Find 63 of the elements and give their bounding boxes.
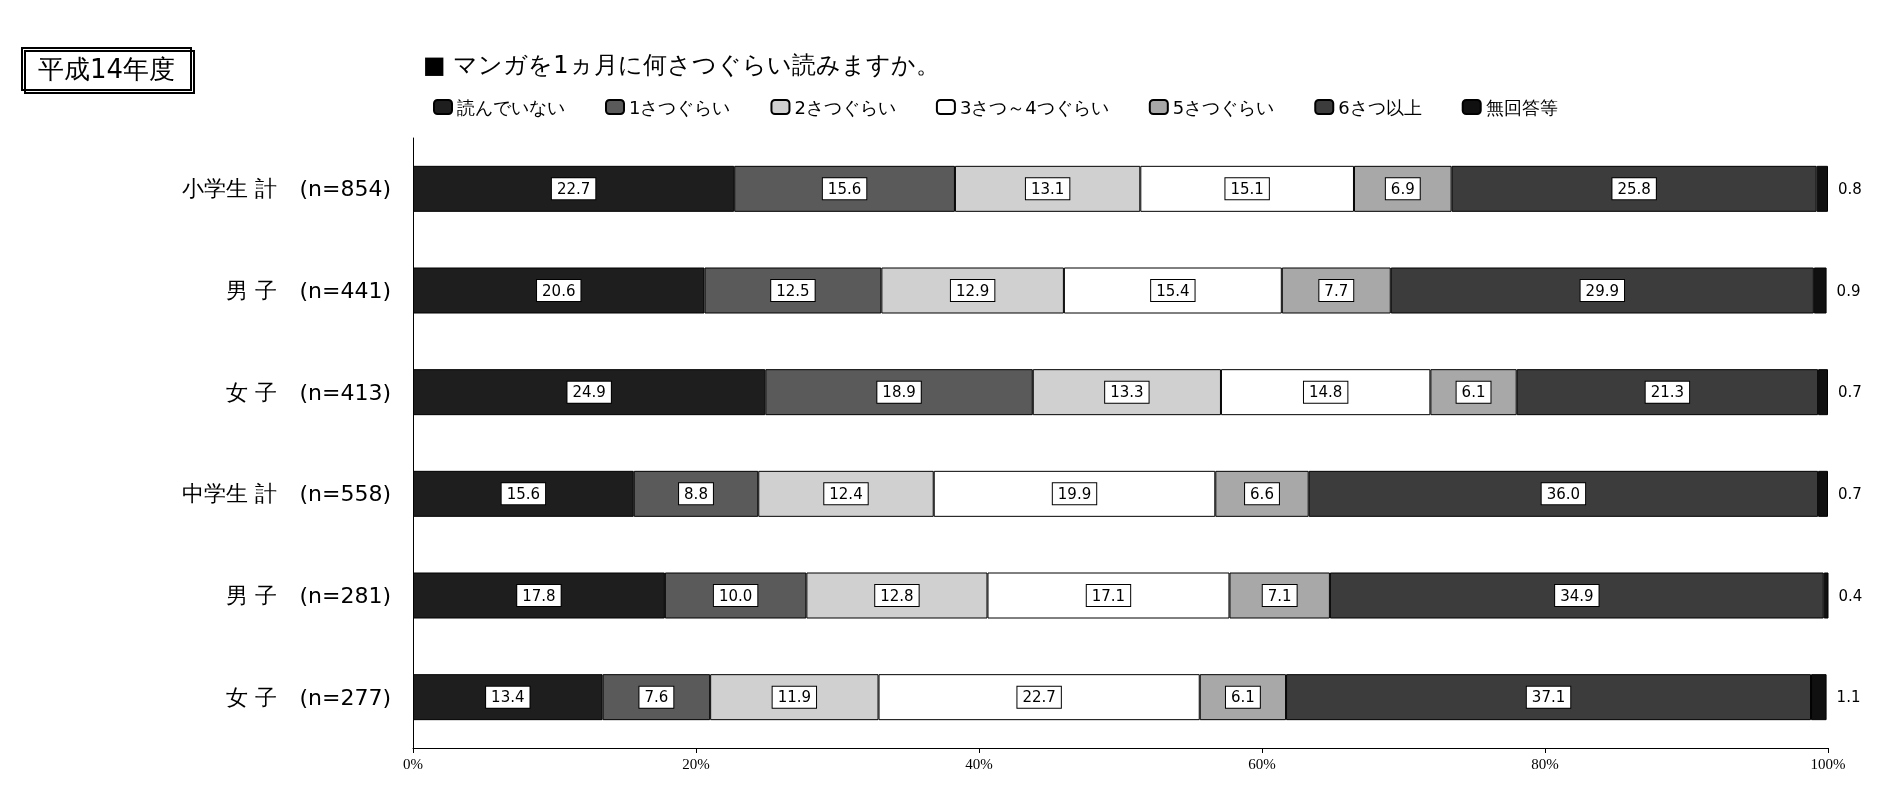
data-label: 12.5	[776, 281, 810, 300]
data-label: 19.9	[1057, 484, 1092, 503]
x-tick-label: 80%	[1531, 755, 1559, 772]
data-label: 20.6	[542, 281, 576, 300]
data-label: 7.7	[1324, 281, 1349, 300]
data-label: 6.6	[1250, 484, 1274, 503]
legend-label: 6さつ以上	[1338, 96, 1422, 118]
chart-subtitle: ■ マンガを1ヵ月に何さつぐらい読みますか。	[423, 51, 940, 79]
x-tick-label: 60%	[1248, 755, 1276, 772]
data-label: 14.8	[1308, 383, 1343, 402]
legend-label: 3さつ～4つぐらい	[959, 96, 1109, 118]
data-label: 13.1	[1030, 179, 1065, 198]
data-label: 17.8	[522, 586, 556, 605]
data-label: 0.9	[1836, 281, 1861, 300]
data-label: 0.7	[1838, 383, 1862, 402]
x-tick-label: 0%	[403, 755, 423, 772]
data-label: 12.4	[829, 484, 863, 503]
y-tick-label: 男 子 (n=281)	[226, 583, 391, 608]
data-label: 6.1	[1461, 383, 1486, 402]
data-label: 13.4	[491, 688, 525, 707]
data-label: 15.4	[1156, 281, 1190, 300]
x-tick-label: 100%	[1810, 755, 1846, 772]
data-label: 7.6	[644, 688, 669, 707]
data-label: 24.9	[572, 383, 606, 402]
y-tick-label: 中学生 計 (n=558)	[182, 481, 391, 507]
y-tick-label: 男 子 (n=441)	[226, 278, 391, 303]
data-label: 13.3	[1110, 383, 1144, 402]
data-label: 12.9	[955, 281, 990, 300]
text: 平成14年度	[38, 54, 176, 84]
data-label: 10.0	[718, 586, 753, 605]
data-label: 15.6	[827, 179, 862, 198]
data-label: 7.1	[1267, 586, 1292, 605]
data-label: 18.9	[882, 383, 916, 402]
x-tick-label: 40%	[965, 755, 993, 772]
legend-label: 2さつぐらい	[794, 96, 896, 118]
data-label: 6.9	[1390, 179, 1415, 198]
data-label: 36.0	[1546, 484, 1581, 503]
legend-label: 無回答等	[1485, 96, 1558, 118]
data-label: 1.1	[1836, 688, 1861, 707]
data-label: 37.1	[1531, 688, 1566, 707]
y-tick-label: 女 子 (n=277)	[226, 684, 391, 710]
legend-label: 5さつぐらい	[1172, 96, 1275, 118]
data-label: 12.8	[880, 586, 914, 605]
data-label: 29.9	[1585, 281, 1620, 300]
data-label: 22.7	[1022, 688, 1056, 707]
legend-label: 1さつぐらい	[629, 96, 731, 118]
y-tick-label: 女 子 (n=413)	[226, 379, 391, 405]
data-label: 0.8	[1838, 179, 1862, 198]
data-label: 0.7	[1838, 484, 1862, 503]
data-label: 22.7	[556, 179, 591, 198]
data-label: 21.3	[1650, 383, 1685, 402]
data-label: 0.4	[1838, 586, 1863, 605]
data-label: 15.1	[1230, 179, 1264, 198]
legend-label: 読んでいない	[457, 96, 565, 118]
data-label: 25.8	[1617, 179, 1651, 198]
y-tick-label: 小学生 計 (n=854)	[182, 176, 391, 202]
data-label: 8.8	[684, 484, 708, 503]
data-label: 6.1	[1230, 688, 1255, 707]
x-tick-label: 20%	[682, 755, 710, 772]
data-label: 17.1	[1091, 586, 1126, 605]
data-label: 11.9	[777, 688, 812, 707]
data-label: 34.9	[1560, 586, 1594, 605]
data-label: 15.6	[506, 484, 541, 503]
